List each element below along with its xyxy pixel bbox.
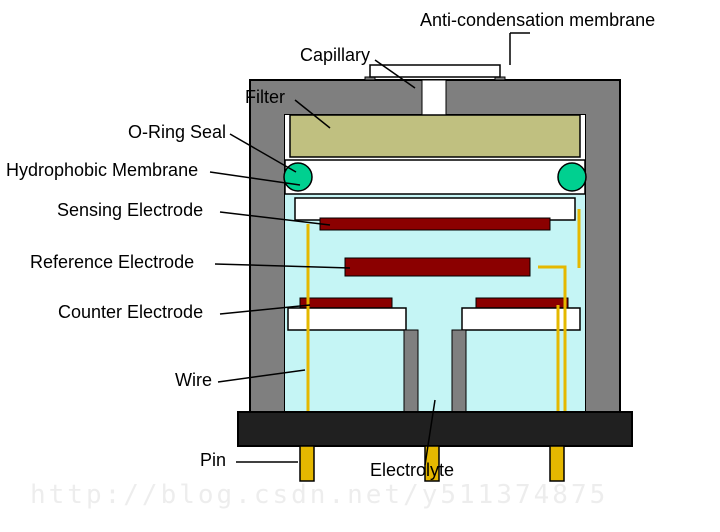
label-sensing: Sensing Electrode	[57, 200, 203, 221]
label-hydrophobic: Hydrophobic Membrane	[6, 160, 198, 181]
label-capillary: Capillary	[300, 45, 370, 66]
label-anti-condensation: Anti-condensation membrane	[420, 10, 655, 31]
label-o-ring: O-Ring Seal	[128, 122, 226, 143]
label-counter: Counter Electrode	[58, 302, 203, 323]
watermark-text: http://blog.csdn.net/y511374875	[30, 480, 608, 510]
label-filter: Filter	[245, 87, 285, 108]
label-reference: Reference Electrode	[30, 252, 194, 273]
label-electrolyte: Electrolyte	[370, 460, 454, 481]
label-wire: Wire	[175, 370, 212, 391]
label-pin: Pin	[200, 450, 226, 471]
